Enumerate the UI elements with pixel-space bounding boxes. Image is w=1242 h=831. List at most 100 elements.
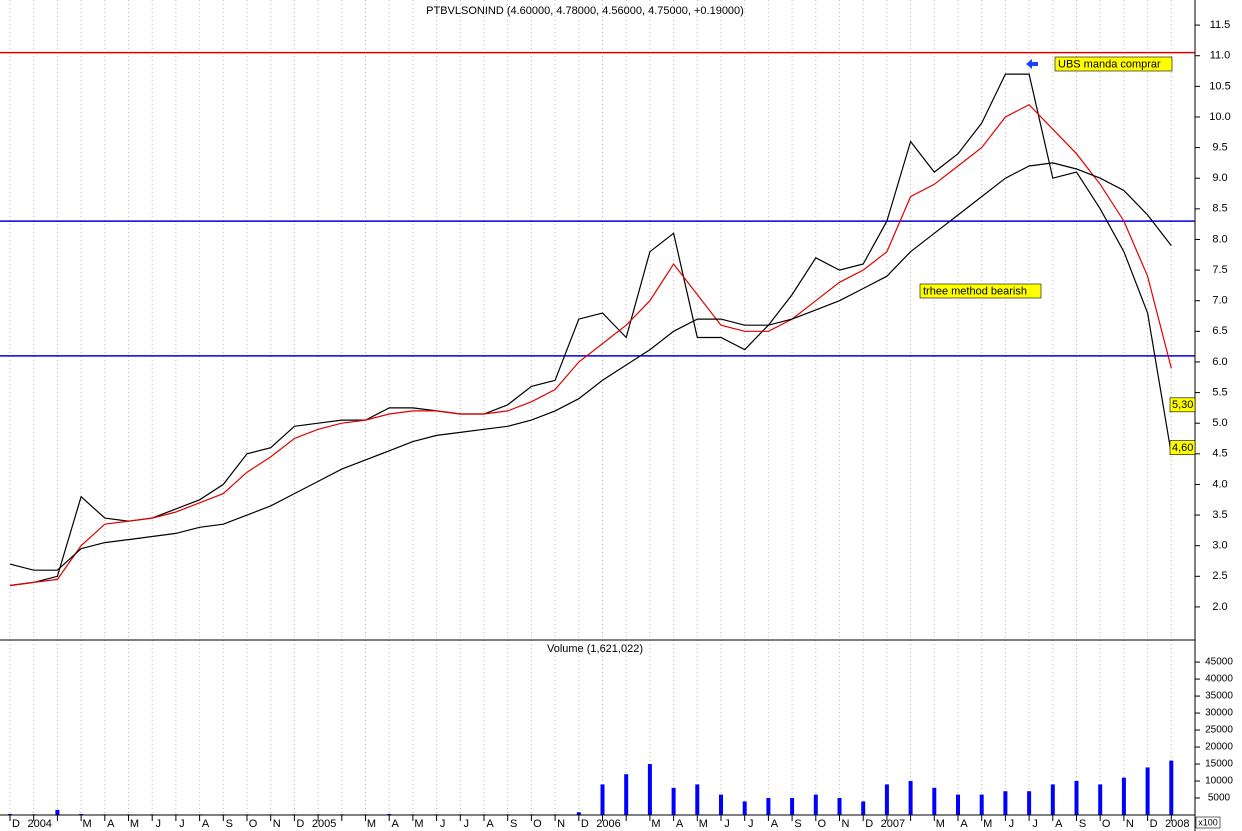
price-tag <box>1169 440 1196 455</box>
x-tick-label: A <box>960 818 968 830</box>
x-tick-label: O <box>249 818 258 830</box>
x-tick-label: D <box>1150 818 1158 830</box>
y-tick-label: 25000 <box>1205 725 1233 736</box>
x-tick-label: J <box>440 818 446 830</box>
volume-bar <box>837 798 842 815</box>
volume-bar <box>932 787 937 815</box>
annotation-box <box>1054 56 1173 72</box>
volume-bar <box>1169 760 1174 815</box>
y-tick-label: 5000 <box>1208 793 1231 804</box>
x-tick-label: N <box>557 818 565 830</box>
x-tick-label: S <box>226 818 233 830</box>
y-tick-label: 4.0 <box>1212 478 1227 490</box>
x-tick-label: O <box>1102 818 1111 830</box>
x-tick-label: M <box>699 818 708 830</box>
y-tick-label: 40000 <box>1205 674 1233 685</box>
x-tick-label: S <box>510 818 517 830</box>
y-tick-label: 10.5 <box>1209 80 1230 92</box>
x-tick-label: M <box>936 818 945 830</box>
grid-layer <box>9 0 1172 815</box>
y-tick-label: 10.0 <box>1209 111 1230 123</box>
x-tick-label: 2008 <box>1165 818 1189 830</box>
x-tick-label: O <box>533 818 542 830</box>
x-tick-label: J <box>464 818 470 830</box>
x-tick-label: D <box>865 818 873 830</box>
x-tick-label: 2006 <box>596 818 620 830</box>
y-tick-label: 45000 <box>1205 657 1233 668</box>
volume-bar <box>719 794 723 815</box>
price-line <box>9 162 1172 571</box>
y-tick-label: 10000 <box>1205 776 1233 787</box>
y-tick-label: 11.0 <box>1210 50 1231 62</box>
x-tick-label: A <box>392 818 400 830</box>
volume-bar <box>766 798 771 815</box>
unit-label: x100 <box>1198 817 1218 827</box>
x-tick-label: M <box>983 818 992 830</box>
volume-bar <box>79 813 84 815</box>
x-tick-label: M <box>651 818 660 830</box>
price-line <box>9 73 1172 587</box>
volume-bar <box>1027 791 1032 815</box>
data-layer <box>0 51 1195 815</box>
y-tick-label: 7.0 <box>1212 295 1227 307</box>
volume-bar <box>576 812 581 815</box>
x-tick-label: N <box>273 818 281 830</box>
volume-bar <box>956 794 960 815</box>
x-tick-label: M <box>367 818 376 830</box>
x-tick-label: M <box>130 818 139 830</box>
volume-title: Volume (1,621,022) <box>547 643 643 655</box>
x-tick-label: 2005 <box>312 818 336 830</box>
x-tick-label: A <box>771 818 779 830</box>
y-tick-label: 35000 <box>1205 691 1233 702</box>
volume-bar <box>671 787 676 815</box>
volume-bar <box>861 801 866 815</box>
y-tick-label: 5.5 <box>1212 386 1227 398</box>
volume-bar <box>884 784 889 815</box>
chart-title: PTBVLSONIND (4.60000, 4.78000, 4.56000, … <box>426 5 744 17</box>
x-tick-label: J <box>1032 818 1038 830</box>
annotation: trhee method bearish <box>923 285 1027 297</box>
x-tick-label: A <box>676 818 684 830</box>
price-tag <box>1169 397 1196 413</box>
unit-box <box>1195 816 1221 829</box>
volume-bar <box>8 813 12 815</box>
x-tick-label: O <box>818 818 827 830</box>
volume-bar <box>1098 784 1103 815</box>
y-tick-label: 2.0 <box>1212 601 1227 613</box>
y-tick-label: 11.5 <box>1210 19 1231 31</box>
volume-bar <box>1074 781 1079 815</box>
y-tick-label: 20000 <box>1205 742 1233 753</box>
volume-bar <box>979 794 984 815</box>
price-tag-label: 5,30 <box>1172 399 1193 411</box>
volume-bar <box>624 774 629 815</box>
x-tick-label: A <box>202 818 210 830</box>
y-tick-label: 6.0 <box>1212 356 1227 368</box>
price-tag-label: 4,60 <box>1172 442 1193 454</box>
annotation: UBS manda comprar <box>1058 58 1161 70</box>
volume-bar <box>1003 791 1008 815</box>
x-tick-label: S <box>1079 818 1086 830</box>
y-tick-label: 9.0 <box>1212 172 1227 184</box>
x-tick-label: N <box>842 818 850 830</box>
y-tick-label: 4.5 <box>1212 448 1227 460</box>
y-tick-label: 7.5 <box>1212 264 1227 276</box>
x-tick-label: J <box>748 818 754 830</box>
x-tick-label: A <box>107 818 115 830</box>
x-tick-label: J <box>179 818 185 830</box>
volume-bar <box>1145 767 1150 815</box>
x-tick-label: 2007 <box>881 818 905 830</box>
x-tick-label: M <box>83 818 92 830</box>
volume-bar <box>647 764 652 815</box>
x-tick-label: M <box>414 818 423 830</box>
x-tick-label: A <box>486 818 494 830</box>
x-tick-label: J <box>155 818 161 830</box>
volume-bar <box>695 784 700 815</box>
volume-bar <box>387 813 392 815</box>
volume-bar <box>742 801 747 815</box>
arrow-icon <box>1026 59 1038 69</box>
annotation-box <box>919 283 1042 299</box>
volume-bar <box>600 784 605 815</box>
volume-bar <box>1121 777 1126 815</box>
